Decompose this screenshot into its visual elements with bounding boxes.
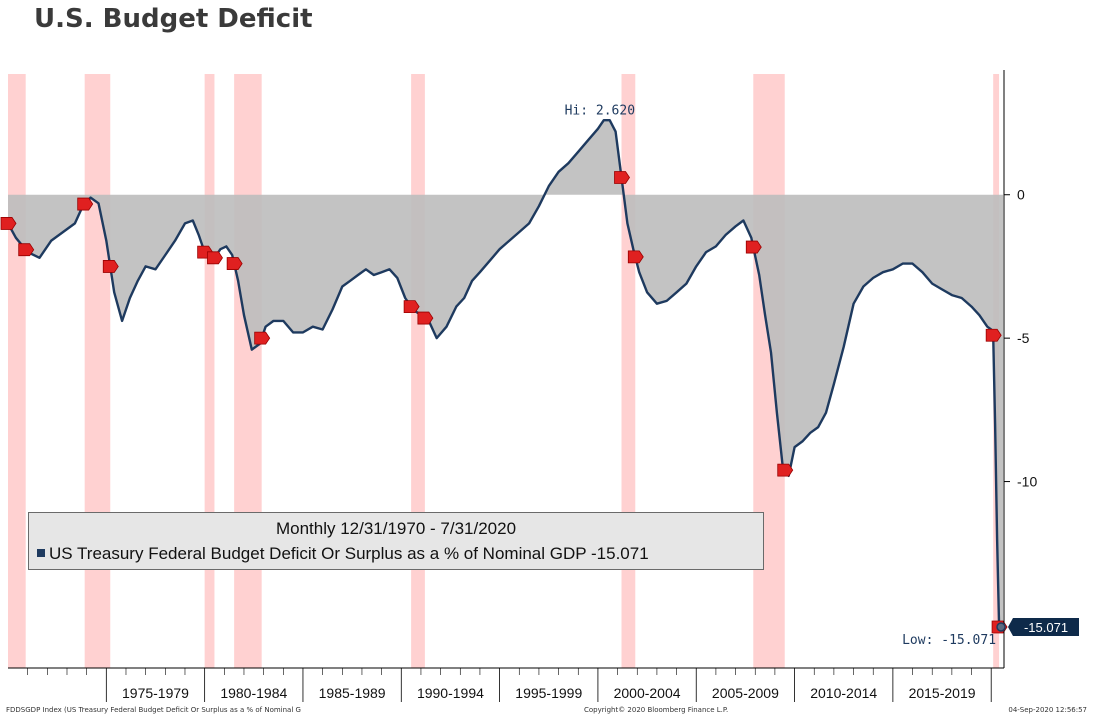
recession-marker-3-1	[254, 331, 271, 345]
x-tick-label-8: 2015-2019	[909, 685, 976, 701]
deficit-line	[6, 118, 1003, 629]
recession-band-4	[411, 74, 425, 668]
recession-marker-7-0	[985, 328, 1002, 342]
recession-marker-4-0	[403, 300, 420, 313]
axes: 0 -5 -10 1975-1979 1980-1984 1985-1989 1990-19…	[8, 70, 1037, 702]
event-markers	[0, 171, 1008, 634]
y-tick-label-1: -5	[1017, 330, 1030, 346]
recession-bands	[8, 74, 1000, 668]
recession-marker-2-1	[207, 251, 223, 265]
recession-marker-1-1	[102, 260, 119, 273]
last-value-box	[1008, 618, 1079, 637]
x-tick-label-7: 2010-2014	[810, 685, 877, 701]
recession-marker-6-0	[745, 240, 762, 254]
low-point-marker	[996, 622, 1006, 632]
x-tick-label-4: 1995-1999	[515, 685, 582, 701]
recession-marker-3-0	[226, 257, 243, 270]
footer-timestamp: 04-Sep-2020 12:56:57	[1008, 706, 1087, 714]
chart-legend: Monthly 12/31/1970 - 7/31/2020 US Treasu…	[28, 512, 764, 570]
y-tick-label-2: -10	[1017, 474, 1037, 490]
recession-band-0	[8, 74, 26, 668]
x-tick-label-0: 1975-1979	[122, 685, 189, 701]
annotations: Hi: 2.620 Low: -15.071 -15.071	[565, 104, 1079, 648]
legend-period: Monthly 12/31/1970 - 7/31/2020	[275, 519, 517, 538]
recession-band-3	[234, 74, 262, 668]
x-tick-label-5: 2000-2004	[614, 685, 681, 701]
recession-marker-0-0	[0, 217, 17, 230]
recession-marker-4-1	[417, 311, 434, 325]
x-tick-label-1: 1980-1984	[220, 685, 287, 701]
recession-marker-1-0	[77, 197, 94, 211]
recession-band-5	[621, 74, 636, 668]
x-tick-label-2: 1985-1989	[319, 685, 386, 701]
footer-source: FDDSGDP Index (US Treasury Federal Budge…	[6, 706, 301, 714]
high-annotation: Hi: 2.620	[565, 104, 635, 119]
legend-swatch	[37, 548, 45, 557]
recession-band-1	[84, 74, 111, 668]
y-tick-label-0: 0	[1017, 187, 1025, 203]
recession-marker-6-1	[777, 463, 794, 477]
recession-marker-0-1	[18, 243, 35, 257]
legend-entry: US Treasury Federal Budget Deficit Or Su…	[37, 544, 649, 564]
legend-entry-label: US Treasury Federal Budget Deficit Or Su…	[49, 544, 649, 563]
last-value-label: -15.071	[1024, 620, 1068, 635]
x-tick-label-3: 1990-1994	[417, 685, 484, 701]
series-line	[6, 118, 1003, 629]
page-title: U.S. Budget Deficit	[34, 4, 313, 34]
low-annotation: Low: -15.071	[902, 633, 996, 648]
footer-copyright: Copyright© 2020 Bloomberg Finance L.P.	[584, 706, 729, 714]
recession-marker-5-1	[627, 250, 644, 264]
recession-band-2	[204, 74, 215, 668]
x-tick-label-6: 2005-2009	[712, 685, 779, 701]
recession-marker-5-0	[614, 171, 630, 184]
